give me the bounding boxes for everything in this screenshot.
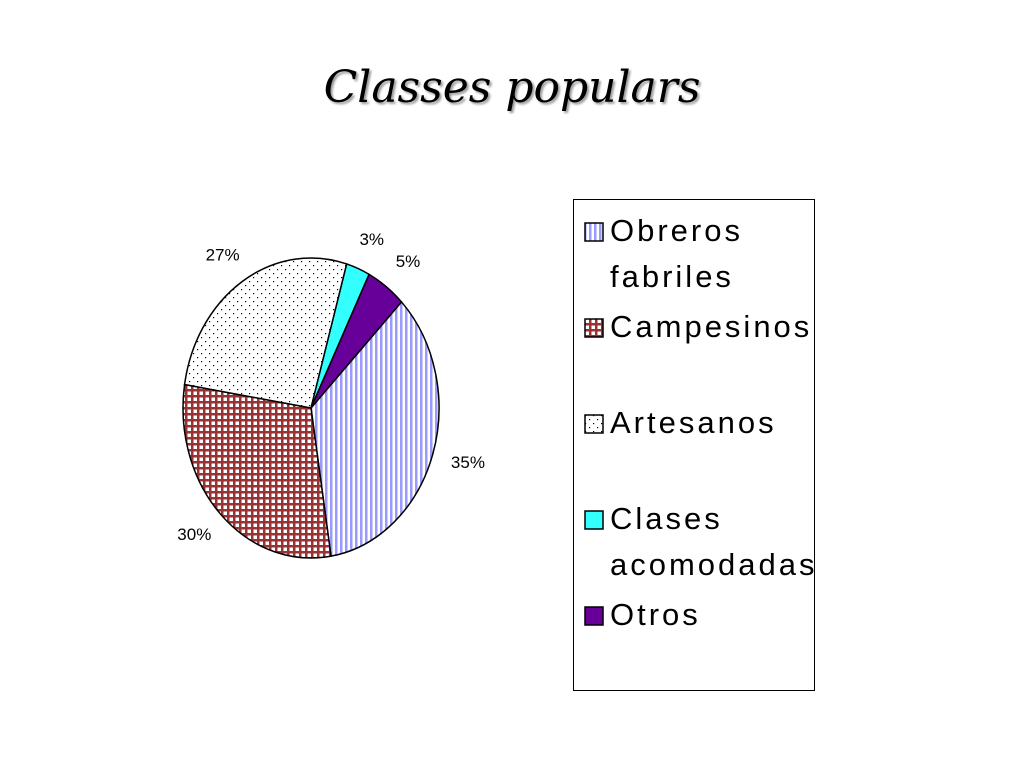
- data-label: 30%: [177, 525, 211, 544]
- legend-entry: Clases acomodadas: [584, 496, 815, 592]
- legend-swatch-box: [584, 318, 604, 338]
- legend: Obreros fabriles Campesinos Artesanos Clase…: [573, 199, 815, 691]
- legend-swatch-box: [584, 222, 604, 242]
- legend-swatch: [584, 510, 604, 530]
- legend-swatch-box: [584, 606, 604, 626]
- legend-label: Clases acomodadas: [610, 501, 818, 582]
- chart-title: Classes populars: [323, 62, 701, 113]
- legend-label: Campesinos: [610, 309, 813, 344]
- legend-label: Artesanos: [610, 405, 777, 440]
- data-label: 27%: [206, 246, 240, 265]
- chart: 35% 30% 27% 3% 5%: [177, 230, 485, 559]
- legend-swatch: [584, 222, 604, 242]
- legend-label: Otros: [610, 597, 701, 632]
- legend-swatch: [584, 318, 604, 338]
- legend-entry: Otros: [584, 592, 808, 688]
- legend-swatch-box: [584, 510, 604, 530]
- legend-swatch: [584, 414, 604, 434]
- legend-entry: Campesinos: [584, 304, 809, 400]
- legend-label: Obreros fabriles: [610, 213, 743, 294]
- legend-entry: Obreros fabriles: [584, 208, 808, 304]
- data-label: 3%: [359, 230, 384, 249]
- pie-slice: [310, 273, 403, 409]
- data-label: 5%: [396, 252, 421, 271]
- pie-slice: [183, 257, 348, 409]
- legend-entry: Artesanos: [584, 400, 808, 496]
- pie-slice: [182, 383, 332, 559]
- data-label: 35%: [451, 453, 485, 472]
- legend-swatch: [584, 606, 604, 626]
- legend-swatch-box: [584, 414, 604, 434]
- pie-slice: [310, 300, 440, 558]
